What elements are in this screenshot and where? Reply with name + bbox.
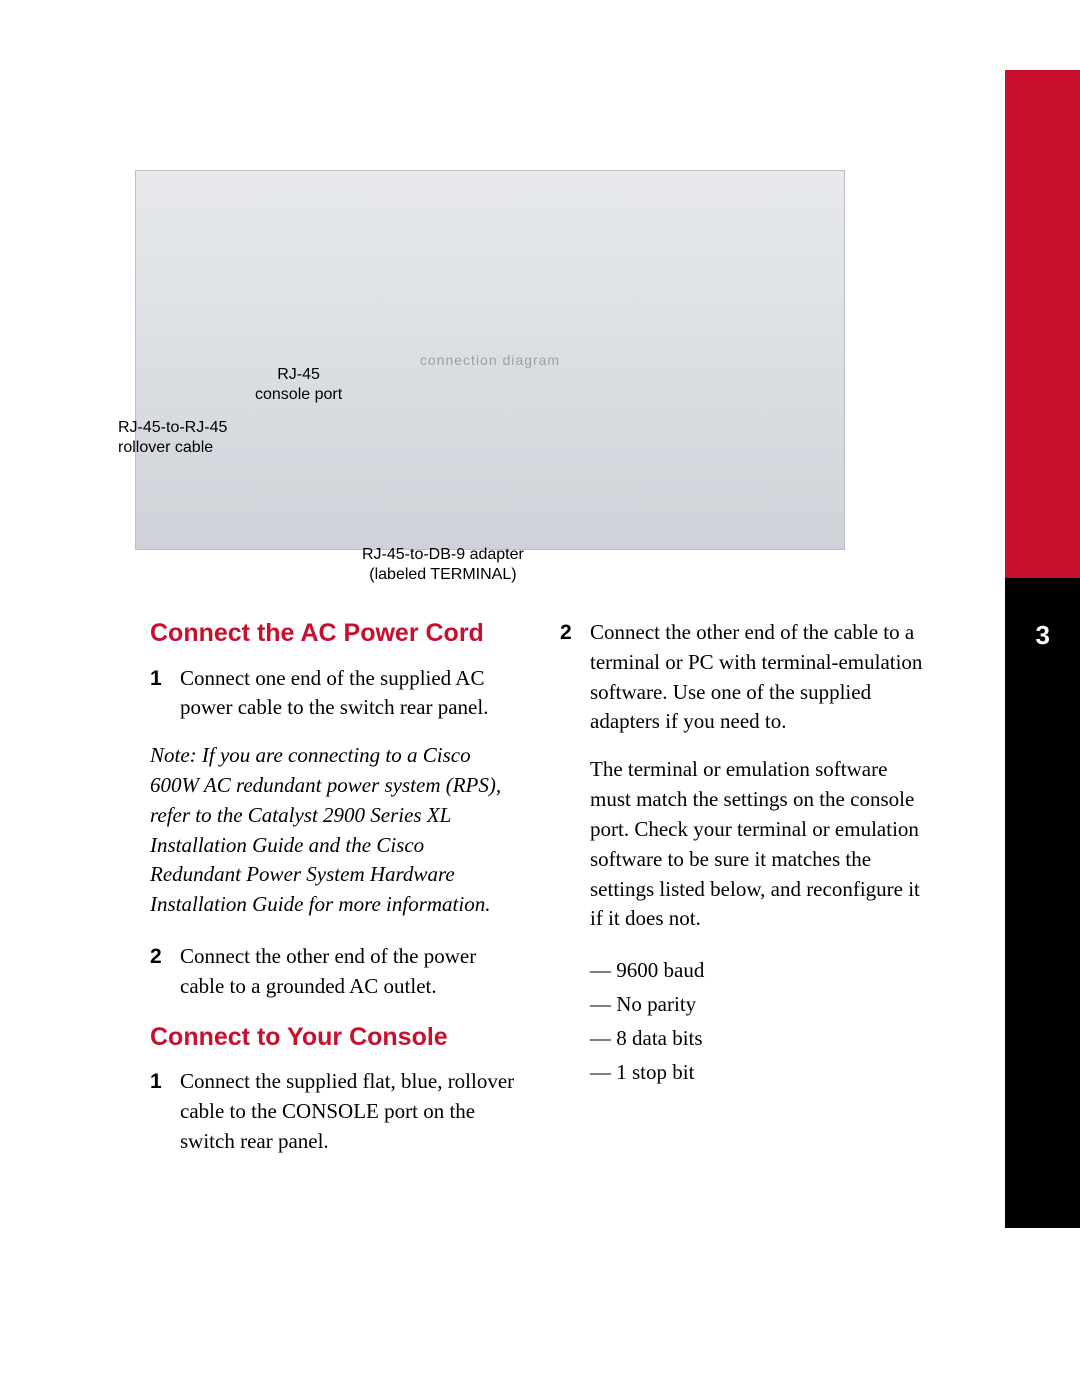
setting-item: 9600 baud [590, 956, 930, 986]
callout-text: RJ-45-to-DB-9 adapter [362, 546, 524, 563]
step-text: Connect the other end of the cable to a … [590, 618, 930, 737]
callout-rollover-cable: RJ-45-to-RJ-45 rollover cable [118, 418, 227, 458]
console-step-1: 1 Connect the supplied flat, blue, rollo… [150, 1067, 520, 1156]
setting-item: 1 stop bit [590, 1058, 930, 1088]
callout-text: RJ-45-to-RJ-45 [118, 419, 227, 436]
callout-rj45-port: RJ-45 console port [255, 365, 342, 405]
console-step-2: 2 Connect the other end of the cable to … [560, 618, 930, 737]
heading-console: Connect to Your Console [150, 1020, 520, 1056]
step-text: Connect one end of the supplied AC power… [180, 664, 520, 724]
setting-item: 8 data bits [590, 1024, 930, 1054]
column-right: 2 Connect the other end of the cable to … [560, 616, 930, 1091]
step-text: Connect the supplied flat, blue, rollove… [180, 1067, 520, 1156]
setting-item: No parity [590, 990, 930, 1020]
callout-text: RJ-45 [277, 366, 320, 383]
page-number: 3 [1036, 620, 1050, 651]
step-text: Connect the other end of the power cable… [180, 942, 520, 1002]
side-bar-black [1005, 578, 1080, 1228]
callout-text: console port [255, 386, 342, 403]
step-number: 1 [150, 664, 180, 724]
step-number: 2 [560, 618, 590, 737]
column-left: Connect the AC Power Cord 1 Connect one … [150, 616, 520, 1175]
power-step-1: 1 Connect one end of the supplied AC pow… [150, 664, 520, 724]
callout-db9-adapter: RJ-45-to-DB-9 adapter (labeled TERMINAL) [362, 545, 524, 585]
power-note: Note: If you are connecting to a Cisco 6… [150, 741, 520, 920]
callout-text: rollover cable [118, 439, 213, 456]
step-number: 2 [150, 942, 180, 1002]
heading-power: Connect the AC Power Cord [150, 616, 520, 652]
connection-diagram [135, 170, 845, 550]
power-step-2: 2 Connect the other end of the power cab… [150, 942, 520, 1002]
console-settings-intro: The terminal or emulation software must … [590, 755, 930, 934]
console-settings-list: 9600 baud No parity 8 data bits 1 stop b… [590, 956, 930, 1087]
side-bar-red [1005, 70, 1080, 578]
step-number: 1 [150, 1067, 180, 1156]
callout-text: (labeled TERMINAL) [369, 566, 516, 583]
